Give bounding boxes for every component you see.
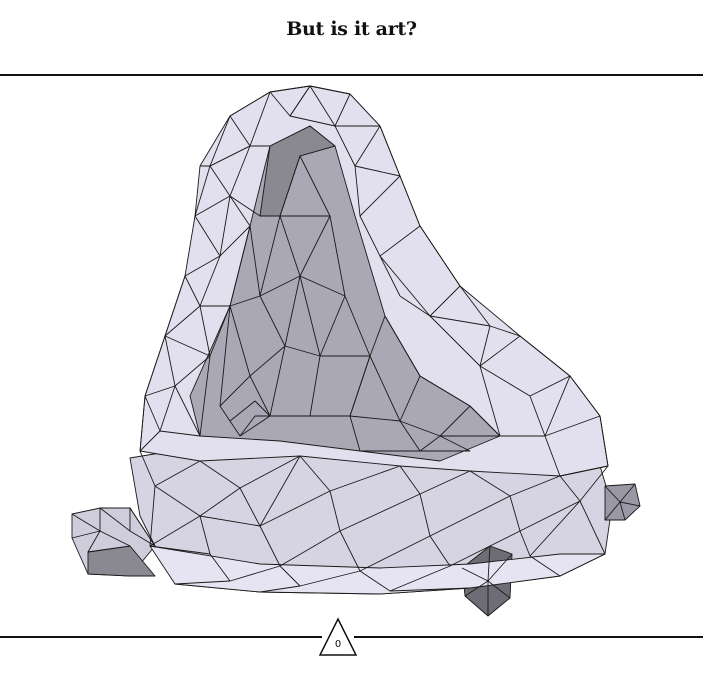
mesh-render[interactable]	[0, 76, 703, 636]
bottom-divider-right	[354, 636, 703, 638]
triangle-icon	[318, 617, 358, 656]
page-title: But is it art?	[286, 18, 417, 40]
mesh-right-lobe	[604, 483, 641, 521]
bottom-divider-left	[0, 636, 322, 638]
mesh-viewport[interactable]	[0, 76, 703, 636]
page-indicator[interactable]: 0	[318, 617, 358, 657]
page-number: 0	[334, 639, 342, 650]
top-divider	[0, 74, 703, 76]
